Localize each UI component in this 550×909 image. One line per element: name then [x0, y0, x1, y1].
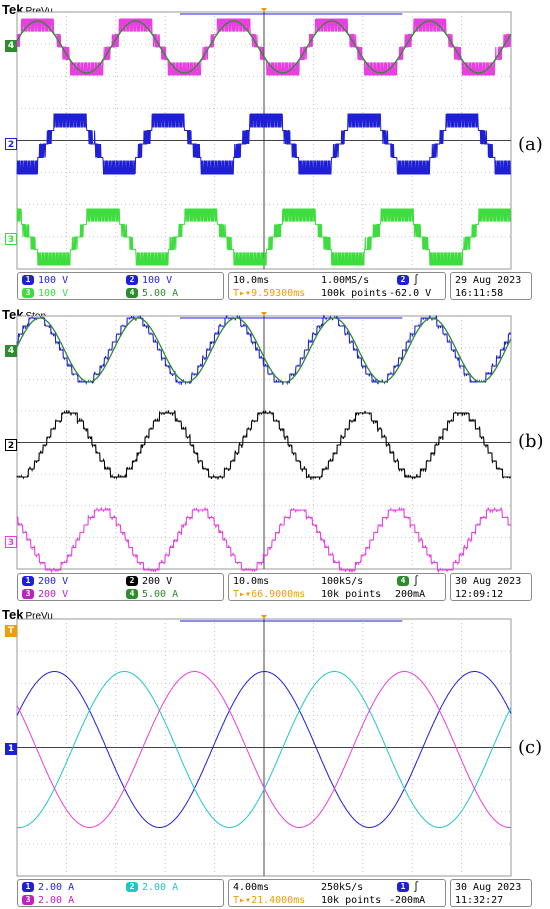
channel-settings-box-a: 1 100 V 2 100 V 3 100 V 4 5.00 A — [17, 272, 224, 300]
trigger-source: 4 ∫ — [397, 576, 419, 587]
sample-rate: 250kS/s — [321, 882, 363, 893]
time: 11:32:27 — [455, 895, 503, 906]
scope-panel-b: TekStop (b) 4 2 3 1200 V 2200 V 3200 V 4… — [0, 305, 550, 605]
channel-1-marker: 1 — [5, 743, 17, 755]
channel-3-marker: 3 — [5, 233, 17, 245]
channel-3-marker: 3 — [5, 536, 17, 548]
channel-4-marker: 4 — [5, 40, 17, 52]
channel-settings-box-c: 1 2.00 A 2 2.00 A 3 2.00 A — [17, 879, 224, 907]
trigger-level: 200mA — [395, 589, 425, 600]
time: 12:09:12 — [455, 589, 503, 600]
record-length: 10k points — [321, 589, 381, 600]
scope-screen-b — [0, 305, 550, 605]
figure-label-a: (a) — [518, 134, 543, 155]
ch3-scale: 3 2.00 A — [22, 895, 74, 906]
ch2-scale: 2 200 V — [126, 576, 172, 587]
channel-2-marker: 2 — [5, 439, 17, 451]
delay: T▸▾66.9000ms — [233, 589, 305, 600]
timebase: 10.0ms — [233, 576, 269, 587]
delay: T▸▾9.59300ms — [233, 288, 305, 299]
scope-panel-a: TekPreVu (a) 4 2 3 1100 V 2100 V 3100 V … — [0, 0, 550, 305]
figure-label-c: (c) — [518, 737, 542, 758]
date: 29 Aug 2023 — [455, 275, 521, 286]
delay: T▸▾21.4000ms — [233, 895, 305, 906]
trigger-source: 2 ∫ — [397, 275, 419, 286]
ch1-scale: 1 200 V — [22, 576, 68, 587]
date: 30 Aug 2023 — [455, 882, 521, 893]
timebase: 4.00ms — [233, 882, 269, 893]
datetime-box-c: 30 Aug 2023 11:32:27 — [450, 879, 532, 907]
ch4-scale: 4 5.00 A — [126, 288, 178, 299]
channel-2-marker: 2 — [5, 138, 17, 150]
ch3-scale: 3 200 V — [22, 589, 68, 600]
sample-rate: 100kS/s — [321, 576, 363, 587]
ch4-scale: 4 5.00 A — [126, 589, 178, 600]
channel-4-marker: 4 — [5, 345, 17, 357]
trigger-point-marker-c — [261, 615, 267, 619]
ch2-scale: 2 2.00 A — [126, 882, 178, 893]
datetime-box-a: 29 Aug 2023 16:11:58 — [450, 272, 532, 300]
scope-panel-c: Tek PreVu (c) T 1 1 2.00 A 2 2.00 A 3 2.00 A… — [0, 605, 550, 909]
scope-screen-a — [0, 0, 550, 305]
ch1-scale: 1 100 V — [22, 275, 68, 286]
record-length: 10k points — [321, 895, 381, 906]
trigger-level: -200mA — [389, 895, 425, 906]
ch3-scale: 3 100 V — [22, 288, 68, 299]
time: 16:11:58 — [455, 288, 503, 299]
ch2-scale: 2 100 V — [126, 275, 172, 286]
acquisition-box-b: 10.0ms 100kS/s T▸▾66.9000ms 10k points 4… — [228, 573, 446, 601]
ch1-scale: 1 2.00 A — [22, 882, 74, 893]
scope-screen-c — [0, 605, 550, 909]
date: 30 Aug 2023 — [455, 576, 521, 587]
channel-settings-box-b: 1 200 V 2 200 V 3 200 V 4 5.00 A — [17, 573, 224, 601]
datetime-box-b: 30 Aug 2023 12:09:12 — [450, 573, 532, 601]
acquisition-box-c: 4.00ms 250kS/s T▸▾21.4000ms 10k points 1… — [228, 879, 446, 907]
trigger-point-marker-a — [261, 8, 267, 12]
trigger-position-marker: T — [5, 625, 17, 637]
figure-label-b: (b) — [518, 431, 544, 452]
sample-rate: 1.00MS/s — [321, 275, 369, 286]
trigger-level: -62.0 V — [389, 288, 431, 299]
trigger-source: 1 ∫ — [397, 882, 419, 893]
record-length: 100k points — [321, 288, 387, 299]
trigger-point-marker-b — [261, 312, 267, 316]
timebase: 10.0ms — [233, 275, 269, 286]
acquisition-box-a: 10.0ms 1.00MS/s T▸▾9.59300ms 100k points… — [228, 272, 446, 300]
